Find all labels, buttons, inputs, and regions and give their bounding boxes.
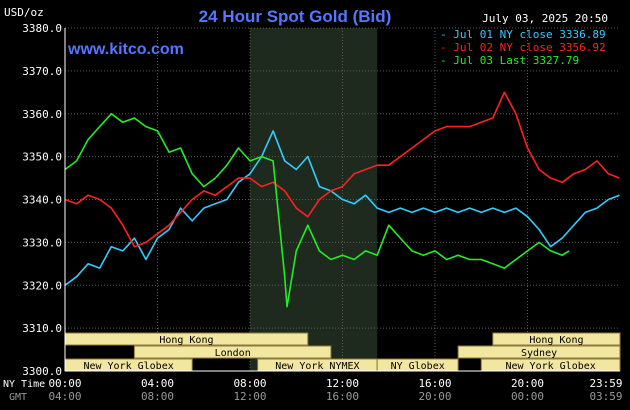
gmt-tick-label: 04:00 — [48, 390, 81, 403]
x-tick-label: 16:00 — [418, 377, 451, 390]
series-line-2 — [64, 91, 620, 248]
session-label: New York Globex — [83, 361, 173, 372]
gmt-axis-label: GMT — [9, 392, 27, 403]
series-line-3 — [64, 113, 570, 308]
legend-entry: - Jul 03 Last 3327.79 — [440, 54, 579, 67]
y-tick-label: 3370.0 — [22, 65, 62, 78]
session-box — [457, 345, 621, 359]
series-line-1 — [64, 130, 620, 286]
chart-timestamp: July 03, 2025 20:50 — [482, 12, 608, 25]
y-tick-label: 3310.0 — [22, 322, 62, 335]
axes: 3380.0 3370.0 3360.0 3350.0 3340.0 3330.0 3320… — [22, 22, 622, 403]
x-tick-label: 23:59 — [589, 377, 622, 390]
y-tick-label: 3330.0 — [22, 236, 62, 249]
y-tick-label: 3380.0 — [22, 22, 62, 35]
legend-entry: - Jul 01 NY close 3336.89 — [440, 28, 606, 41]
y-tick-label: 3320.0 — [22, 279, 62, 292]
y-tick-label: 3340.0 — [22, 194, 62, 207]
site-watermark: www.kitco.com — [67, 41, 184, 58]
gmt-tick-label: 12:00 — [233, 390, 266, 403]
legend-entry: - Jul 02 NY close 3356.92 — [440, 41, 606, 54]
ny-time-axis-label: NY Time — [3, 379, 45, 390]
gmt-tick-label: 08:00 — [141, 390, 174, 403]
x-tick-label: 08:00 — [233, 377, 266, 390]
chart-title: 24 Hour Spot Gold (Bid) — [199, 7, 392, 26]
gmt-tick-label: 00:00 — [511, 390, 544, 403]
x-tick-label: 12:00 — [326, 377, 359, 390]
session-box — [133, 345, 332, 359]
gmt-tick-label: 16:00 — [326, 390, 359, 403]
gmt-tick-label: 20:00 — [418, 390, 451, 403]
y-tick-label: 3300.0 — [22, 365, 62, 378]
gmt-tick-label: 03:59 — [589, 390, 622, 403]
session-label: New York NYMEX — [275, 361, 359, 372]
x-tick-label: 00:00 — [48, 377, 81, 390]
session-box — [492, 332, 621, 346]
session-label: London — [215, 348, 251, 359]
session-label: Sydney — [521, 348, 557, 359]
y-unit-label: USD/oz — [4, 6, 44, 19]
session-label: Hong Kong — [529, 335, 583, 346]
x-tick-label: 20:00 — [511, 377, 544, 390]
x-tick-label: 04:00 — [141, 377, 174, 390]
session-label: Hong Kong — [159, 335, 213, 346]
legend: - Jul 01 NY close 3336.89- Jul 02 NY clo… — [440, 28, 606, 67]
y-tick-label: 3350.0 — [22, 151, 62, 164]
plot-area — [64, 27, 620, 372]
y-tick-label: 3360.0 — [22, 108, 62, 121]
session-label: New York Globex — [505, 361, 595, 372]
session-label: NY Globex — [391, 361, 445, 372]
nymex-highlight — [250, 28, 378, 371]
